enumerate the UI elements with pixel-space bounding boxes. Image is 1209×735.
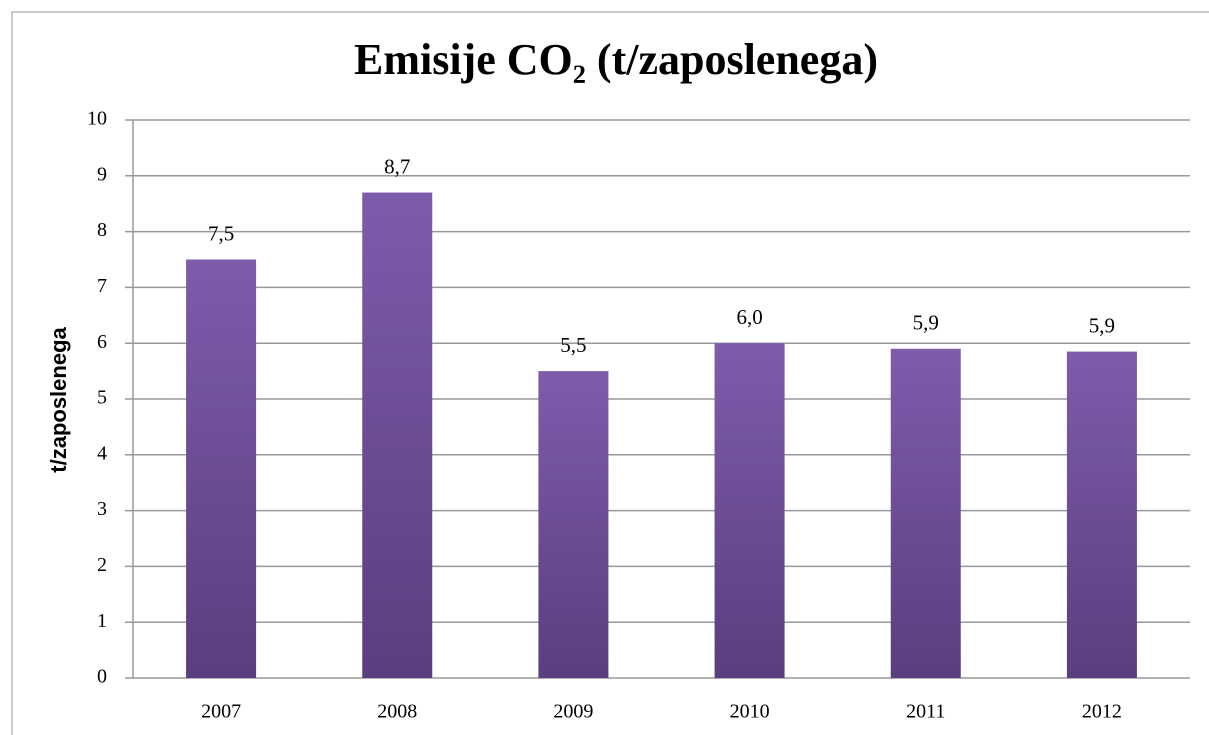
value-label: 6,0 <box>736 305 762 329</box>
y-tick-label: 3 <box>97 498 107 520</box>
y-tick-label: 1 <box>97 610 107 632</box>
bar <box>362 192 433 679</box>
x-tick-label: 2007 <box>201 701 241 723</box>
y-tick-label: 2 <box>97 554 107 576</box>
value-label: 8,7 <box>384 154 410 178</box>
value-label: 7,5 <box>208 221 234 245</box>
y-tick-label: 10 <box>87 108 107 130</box>
x-tick-label: 2010 <box>730 701 770 723</box>
y-axis-title: t/zaposlenega <box>46 326 71 472</box>
chart-title: Emisije CO₂ (t/zaposlenega) <box>354 35 878 84</box>
bar <box>714 343 785 678</box>
value-label: 5,9 <box>913 311 939 335</box>
value-label: 5,9 <box>1089 313 1115 337</box>
x-tick-label: 2008 <box>377 701 417 723</box>
x-tick-label: 2011 <box>906 701 945 723</box>
value-label: 5,5 <box>560 333 586 357</box>
chart-border <box>11 11 1209 735</box>
y-tick-label: 8 <box>97 219 107 241</box>
y-tick-label: 0 <box>97 666 107 688</box>
y-tick-label: 7 <box>97 275 107 297</box>
bar <box>1066 351 1137 678</box>
bar <box>538 371 609 678</box>
y-tick-label: 9 <box>97 163 107 185</box>
bar <box>890 348 961 678</box>
x-tick-label: 2009 <box>553 701 593 723</box>
y-tick-label: 5 <box>97 387 107 409</box>
x-tick-label: 2012 <box>1082 701 1122 723</box>
y-tick-label: 6 <box>97 331 107 353</box>
y-tick-label: 4 <box>97 442 107 464</box>
bar <box>186 259 257 678</box>
